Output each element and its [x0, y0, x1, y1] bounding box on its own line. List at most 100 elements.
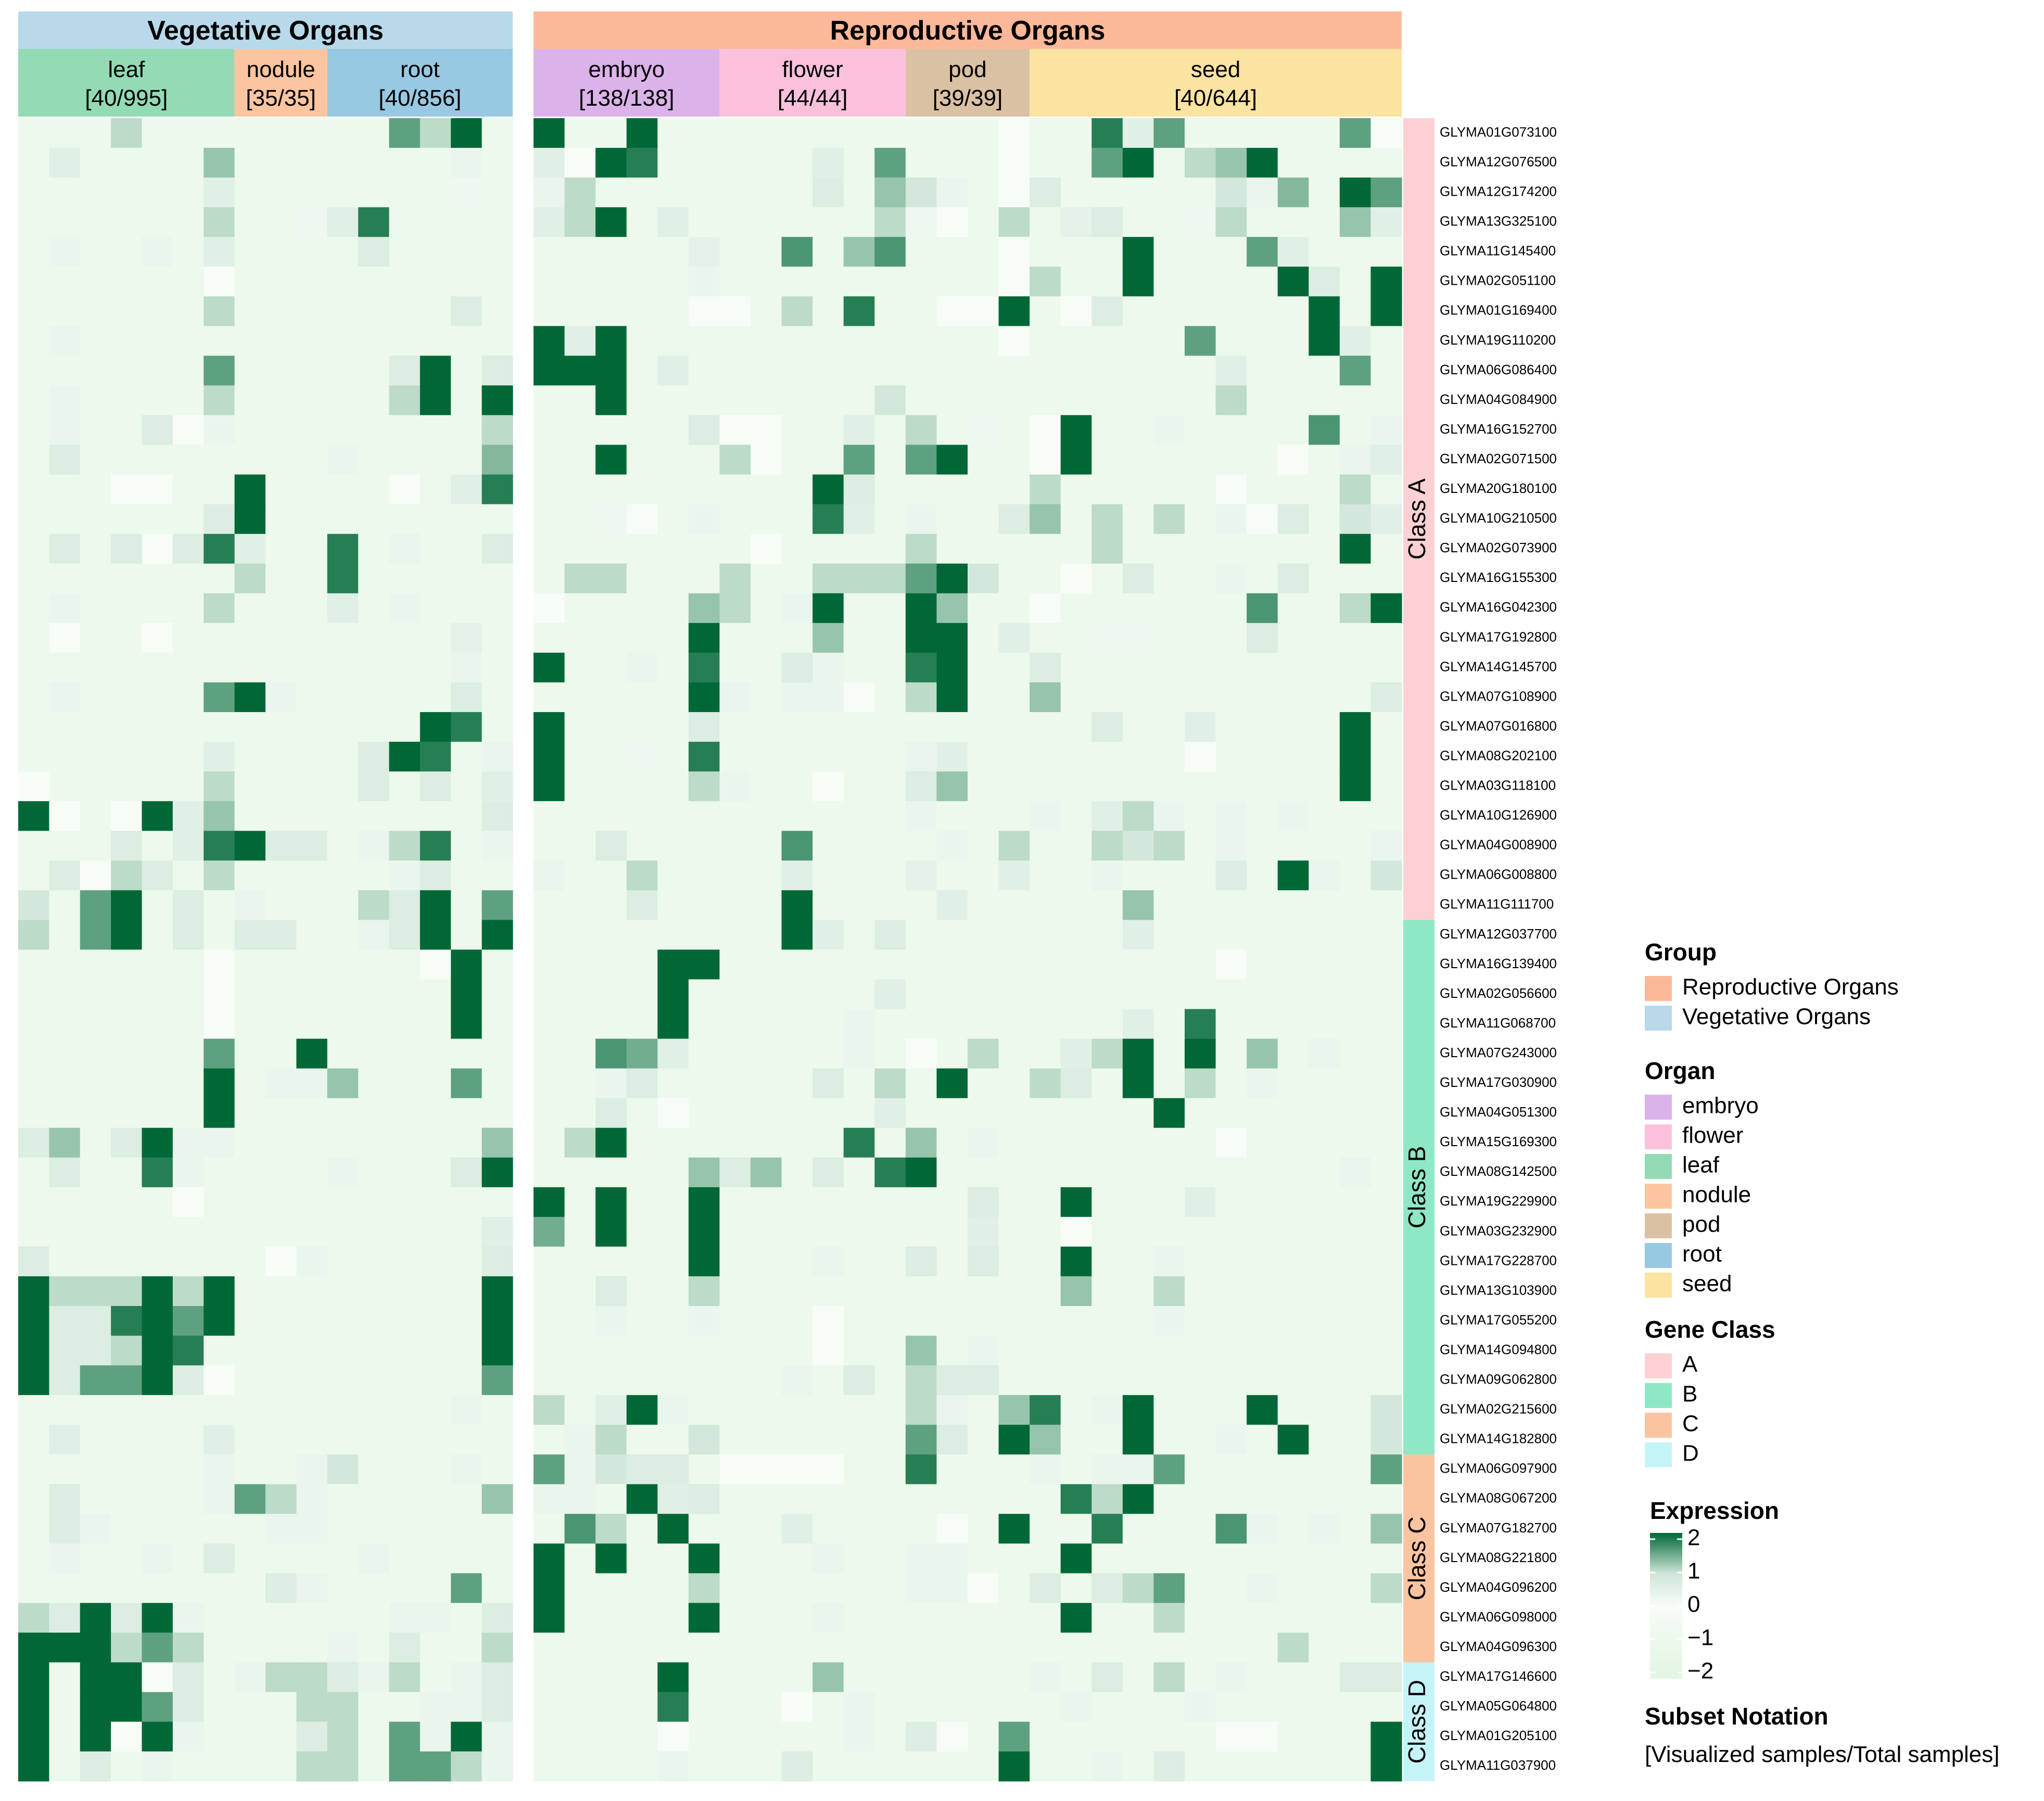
heatmap-cell — [874, 356, 906, 386]
heatmap-cell — [204, 1543, 235, 1574]
heatmap-cell — [1091, 1187, 1123, 1217]
heatmap-cell — [111, 1543, 143, 1574]
heatmap-cell — [1060, 742, 1092, 772]
heatmap-cell — [389, 118, 421, 148]
heatmap-cell — [111, 356, 143, 386]
heatmap-cell — [296, 742, 328, 772]
heatmap-cell — [481, 979, 513, 1010]
heatmap-cell — [1277, 1157, 1309, 1188]
heatmap-cell — [936, 415, 968, 446]
heatmap-cell — [719, 652, 751, 683]
heatmap-cell — [49, 1009, 81, 1039]
heatmap-cell — [998, 1573, 1030, 1604]
heatmap-cell — [1030, 949, 1061, 980]
heatmap-cell — [1370, 1216, 1402, 1247]
gene-label: GLYMA13G325100 — [1440, 213, 1557, 229]
heatmap-cell — [905, 237, 937, 267]
heatmap-cell — [1030, 742, 1061, 772]
heatmap-cell — [1339, 593, 1372, 624]
heatmap-cell — [1030, 296, 1061, 326]
heatmap-cell — [812, 1068, 844, 1099]
heatmap-cell — [49, 356, 81, 386]
heatmap-cell — [1339, 385, 1372, 416]
heatmap-cell — [327, 979, 359, 1010]
heatmap-cell — [234, 712, 266, 742]
heatmap-cell — [595, 356, 627, 386]
heatmap-cell — [936, 504, 968, 535]
heatmap-cell — [1309, 712, 1340, 742]
heatmap-cell — [1277, 771, 1309, 802]
heatmap-cell — [564, 1692, 596, 1722]
heatmap-cell — [172, 1216, 204, 1247]
heatmap-cell — [751, 1246, 782, 1277]
heatmap-cell — [234, 1336, 266, 1366]
heatmap-cell — [296, 1721, 328, 1752]
heatmap-cell — [1339, 1425, 1372, 1455]
heatmap-cell — [751, 1751, 782, 1782]
heatmap-cell — [1185, 1484, 1216, 1514]
heatmap-cell — [1185, 267, 1216, 297]
heatmap-cell — [1247, 1038, 1278, 1069]
heatmap-cell — [204, 1127, 235, 1158]
heatmap-cell — [111, 148, 143, 178]
heatmap-cell — [1153, 148, 1185, 178]
heatmap-cell — [1185, 920, 1216, 950]
heatmap-cell — [204, 860, 235, 891]
heatmap-cell — [781, 1157, 813, 1188]
heatmap-cell — [1091, 831, 1123, 861]
heatmap-cell — [998, 1246, 1030, 1277]
heatmap-cell — [968, 563, 999, 594]
heatmap-cell — [751, 1573, 782, 1604]
heatmap-cell — [564, 563, 596, 594]
heatmap-cell — [657, 1068, 689, 1099]
heatmap-cell — [595, 1454, 627, 1485]
heatmap-cell — [142, 890, 173, 920]
heatmap-cell — [1060, 1127, 1092, 1158]
heatmap-cell — [1215, 623, 1247, 653]
heatmap-cell — [451, 385, 483, 416]
heatmap-cell — [626, 1336, 658, 1366]
heatmap-cell — [936, 445, 968, 475]
heatmap-cell — [265, 504, 297, 535]
heatmap-cell — [296, 712, 328, 742]
heatmap-cell — [812, 296, 844, 326]
heatmap-cell — [1370, 831, 1402, 861]
heatmap-cell — [358, 1692, 390, 1722]
heatmap-cell — [781, 831, 813, 861]
heatmap-cell — [534, 1306, 565, 1336]
heatmap-cell — [595, 1573, 627, 1604]
heatmap-cell — [111, 1365, 143, 1396]
heatmap-cell — [1247, 771, 1278, 802]
heatmap-cell — [936, 1038, 968, 1069]
heatmap-cell — [172, 1484, 204, 1514]
heatmap-cell — [111, 682, 143, 713]
heatmap-cell — [358, 860, 390, 891]
heatmap-cell — [626, 979, 658, 1010]
heatmap-cell — [1370, 682, 1402, 713]
heatmap-cell — [968, 1632, 999, 1663]
heatmap-cell — [389, 1216, 421, 1247]
heatmap-cell — [1277, 1068, 1309, 1099]
heatmap-cell — [657, 1484, 689, 1514]
heatmap-cell — [80, 712, 111, 742]
heatmap-cell — [936, 474, 968, 505]
heatmap-cell — [595, 267, 627, 297]
heatmap-cell — [998, 563, 1030, 594]
heatmap-cell — [1122, 1632, 1154, 1663]
heatmap-cell — [1060, 593, 1092, 624]
heatmap-cell — [905, 267, 937, 297]
heatmap-cell — [751, 1662, 782, 1693]
heatmap-cell — [49, 920, 81, 950]
heatmap-cell — [1277, 652, 1309, 683]
heatmap-cell — [998, 1336, 1030, 1366]
heatmap-cell — [626, 237, 658, 267]
heatmap-cell — [1153, 1365, 1185, 1396]
heatmap-cell — [1185, 1127, 1216, 1158]
heatmap-cell — [595, 771, 627, 802]
gene-label: GLYMA11G145400 — [1440, 243, 1556, 259]
heatmap-cell — [843, 1692, 875, 1722]
heatmap-cell — [1215, 593, 1247, 624]
heatmap-cell — [564, 385, 596, 416]
heatmap-cell — [172, 296, 204, 326]
heatmap-cell — [451, 1098, 483, 1128]
